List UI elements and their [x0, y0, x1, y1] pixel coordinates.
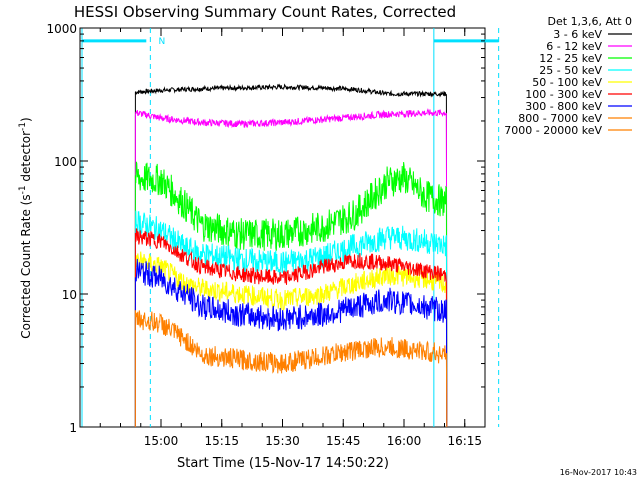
chart-title: HESSI Observing Summary Count Rates, Cor… — [74, 3, 456, 21]
series-layer — [134, 83, 448, 428]
series-line — [134, 258, 448, 428]
legend-label: 3 - 6 keV — [553, 28, 602, 41]
legend-label: 100 - 300 keV — [525, 88, 602, 101]
x-tick-label: 15:45 — [326, 434, 361, 448]
x-tick-label: 15:30 — [265, 434, 300, 448]
flag-label: N — [158, 37, 165, 47]
legend-label: 50 - 100 keV — [532, 76, 602, 89]
legend-label: 25 - 50 keV — [539, 64, 602, 77]
series-line — [134, 228, 448, 428]
legend-label: 12 - 25 keV — [539, 52, 602, 65]
footer-date: 16-Nov-2017 10:43 — [560, 468, 637, 477]
series-line — [134, 210, 448, 428]
x-tick-label: 15:15 — [204, 434, 239, 448]
series-line — [134, 310, 448, 428]
x-axis-label: Start Time (15-Nov-17 14:50:22) — [177, 456, 389, 471]
y-axis-label-end: ) — [19, 117, 33, 122]
y-axis-label-mid: detector — [19, 131, 33, 186]
y-axis-label-sup2: -1 — [18, 122, 28, 131]
x-tick-label: 15:00 — [144, 434, 179, 448]
series-line — [134, 161, 448, 428]
y-axis-label: Corrected Count Rate (s-1 detector-1) — [18, 117, 33, 338]
legend-label: 800 - 7000 keV — [518, 112, 602, 125]
legend-label: 7000 - 20000 keV — [504, 124, 602, 137]
series-line — [134, 83, 448, 428]
y-tick-label: 1000 — [46, 22, 77, 36]
legend-title: Det 1,3,6, Att 0 — [548, 15, 632, 28]
x-tick-label: 16:00 — [387, 434, 422, 448]
series-line — [134, 108, 448, 428]
y-tick-label: 100 — [54, 155, 77, 169]
axes-layer: 15:00 15:15 15:30 15:45 16:00 16:15 1 10 100 1000 — [46, 22, 485, 448]
series-line — [134, 251, 448, 428]
y-axis-label-main: Corrected Count Rate (s — [19, 194, 33, 338]
legend-label: 300 - 800 keV — [525, 100, 602, 113]
y-axis-label-sup1: -1 — [18, 185, 28, 194]
x-tick-label: 16:15 — [447, 434, 482, 448]
y-tick-label: 10 — [62, 288, 77, 302]
y-tick-label: 1 — [69, 421, 77, 435]
legend-label: 6 - 12 keV — [546, 40, 602, 53]
